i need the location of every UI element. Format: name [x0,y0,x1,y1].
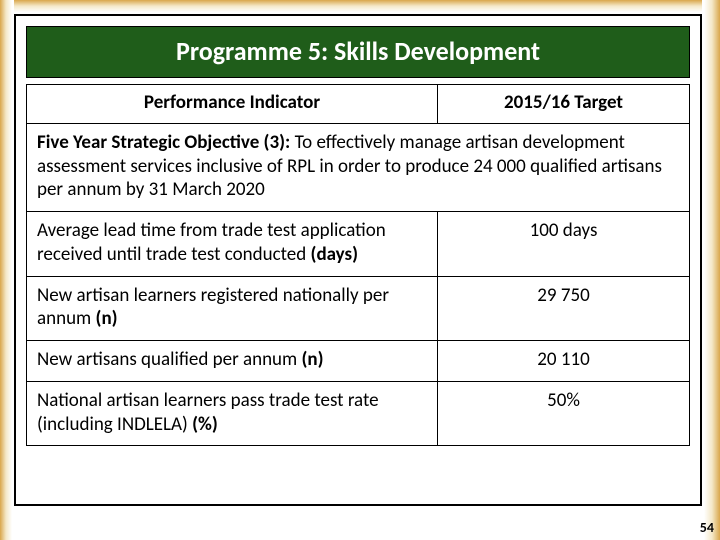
objective-row: Five Year Strategic Objective (3): To ef… [27,123,690,211]
col-header-target: 2015/16 Target [438,85,690,124]
target-cell: 29 750 [438,276,690,341]
indicators-table: Performance Indicator 2015/16 Target Fiv… [26,84,690,446]
content-panel: Programme 5: Skills Development Performa… [14,14,702,506]
objective-lead: Five Year Strategic Objective (3): [37,131,290,154]
table-header-row: Performance Indicator 2015/16 Target [27,85,690,124]
indicator-text: New artisans qualified per annum [37,348,302,371]
table-row: Average lead time from trade test applic… [27,212,690,277]
indicator-unit: (n) [302,348,324,371]
indicator-cell: Average lead time from trade test applic… [27,212,438,277]
col-header-indicator: Performance Indicator [27,85,438,124]
table-row: New artisan learners registered national… [27,276,690,341]
indicator-text: New artisan learners registered national… [37,284,389,331]
indicator-cell: National artisan learners pass trade tes… [27,381,438,446]
target-cell: 100 days [438,212,690,277]
indicator-cell: New artisans qualified per annum (n) [27,341,438,382]
target-cell: 20 110 [438,341,690,382]
objective-cell: Five Year Strategic Objective (3): To ef… [27,123,690,211]
slide-title: Programme 5: Skills Development [26,26,690,78]
slide-frame: Programme 5: Skills Development Performa… [0,0,720,540]
target-cell: 50% [438,381,690,446]
indicator-unit: (n) [96,307,118,330]
indicator-unit: (%) [192,413,218,436]
table-row: National artisan learners pass trade tes… [27,381,690,446]
indicator-cell: New artisan learners registered national… [27,276,438,341]
page-number: 54 [700,519,714,536]
indicator-unit: (days) [311,243,359,266]
table-row: New artisans qualified per annum (n) 20 … [27,341,690,382]
